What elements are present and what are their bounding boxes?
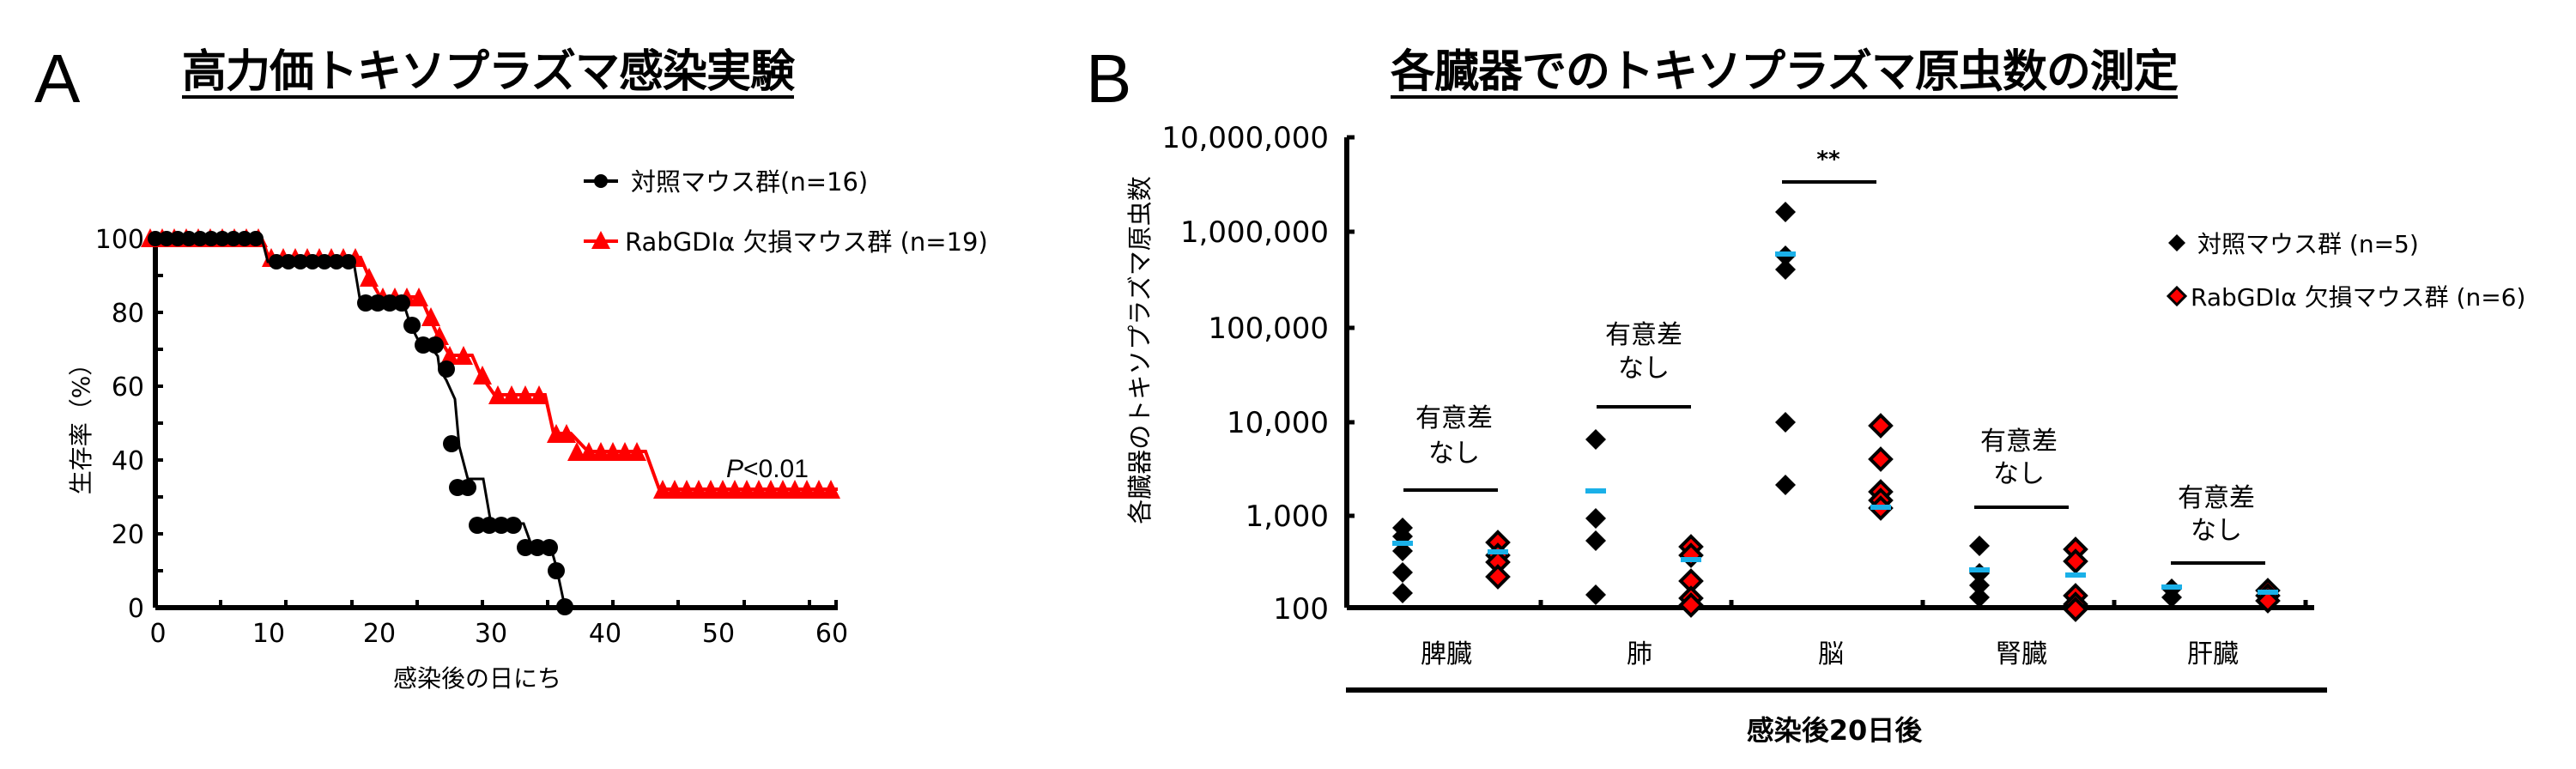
category-spleen: 脾臓 [1421,639,1472,669]
xtick-20: 20 [363,619,396,649]
panel-b-title: 各臓器でのトキソプラズマ原虫数の測定 [1391,46,2179,98]
xtick-10: 10 [252,619,285,649]
y-axis-label: 生存率（%） [67,352,95,495]
ytick-100000: 100,000 [1208,312,1329,346]
svg-text:有意差: 有意差 [1605,320,1682,350]
legend-label-control: 対照マウス群(n=16) [631,167,868,197]
ytick-10000: 10,000 [1227,406,1329,440]
category-liver: 肝臓 [2187,639,2239,669]
triangle-icon [591,231,610,249]
xtick-0: 0 [149,619,166,649]
group-label: 感染後20日後 [1747,714,1924,747]
circle-icon [594,174,608,188]
svg-text:RabGDIα 欠損マウス群 (n=6): RabGDIα 欠損マウス群 (n=6) [2191,283,2525,312]
mean-markers [1392,251,2278,595]
category-lung: 肺 [1627,639,1652,669]
p-value-annotation: P<0.01 [726,455,809,483]
category-kidney: 腎臓 [1996,639,2047,669]
legend-item-control-b: 対照マウス群 (n=5) [2168,230,2419,258]
panel-a-title: 高力価トキソプラズマ感染実験 [182,46,795,98]
ytick-0: 0 [128,594,144,624]
svg-text:有意差: 有意差 [1415,403,1493,433]
legend-item-knockout-b: RabGDIα 欠損マウス群 (n=6) [2166,283,2525,312]
svg-text:なし: なし [2191,516,2242,546]
x-axis-label: 感染後の日にち [393,664,561,693]
ytick-1000: 1,000 [1246,500,1329,534]
category-brain: 脳 [1818,639,1844,669]
svg-text:**: ** [1816,147,1840,173]
xtick-60: 60 [815,619,848,649]
sig-brain: ** [1782,147,1876,184]
svg-text:なし: なし [1993,459,2045,489]
legend-item-knockout: RabGDIα 欠損マウス群 (n=19) [584,227,988,257]
ytick-20: 20 [112,520,144,550]
diamond-icon [2168,234,2185,251]
xtick-40: 40 [589,619,621,649]
ytick-80: 80 [112,299,144,329]
legend-a: 対照マウス群(n=16) RabGDIα 欠損マウス群 (n=19) [584,167,988,257]
ytick-100: 100 [1273,592,1329,627]
svg-text:有意差: 有意差 [1980,427,2058,457]
panel-a-letter: A [34,40,81,117]
series-control-b [1392,202,2182,608]
sig-kidney: 有意差 なし [1974,427,2069,509]
legend-item-control: 対照マウス群(n=16) [584,167,868,197]
ytick-40: 40 [112,446,144,476]
xtick-30: 30 [475,619,507,649]
xtick-50: 50 [702,619,735,649]
series-knockout-b [1485,413,2281,622]
panel-b-letter: B [1086,40,1132,117]
ytick-60: 60 [112,372,144,403]
survival-chart: 対照マウス群(n=16) RabGDIα 欠損マウス群 (n=19) [67,167,988,693]
y-axis-label-b: 各臓器のトキソプラズマ原虫数 [1125,176,1155,524]
ytick-10000000: 10,000,000 [1161,121,1329,155]
axes-a: 100 80 60 40 20 0 0 10 20 30 40 50 60 感染… [67,225,848,693]
series-control [148,231,573,615]
parasite-count-chart: 各臓器のトキソプラズマ原虫数 10,000,000 1,000,000 100,… [1125,121,2525,747]
legend-b: 対照マウス群 (n=5) RabGDIα 欠損マウス群 (n=6) [2166,230,2525,312]
ytick-100: 100 [95,225,144,255]
sig-liver: 有意差 なし [2171,483,2265,565]
svg-text:なし: なし [1618,354,1670,384]
ytick-1000000: 1,000,000 [1180,215,1329,250]
axes-b: 10,000,000 1,000,000 100,000 10,000 1,00… [1161,121,2314,627]
legend-label-knockout: RabGDIα 欠損マウス群 (n=19) [625,227,988,257]
svg-text:有意差: 有意差 [2178,483,2255,513]
sig-lung: 有意差 なし [1597,320,1691,409]
diamond-red-icon [2166,285,2188,307]
significance-annotations: 有意差 なし 有意差 なし ** 有意差 なし 有意差 なし [1403,147,2265,565]
svg-text:なし: なし [1428,439,1480,469]
svg-text:対照マウス群 (n=5): 対照マウス群 (n=5) [2197,230,2419,258]
sig-spleen: 有意差 なし [1403,403,1498,492]
